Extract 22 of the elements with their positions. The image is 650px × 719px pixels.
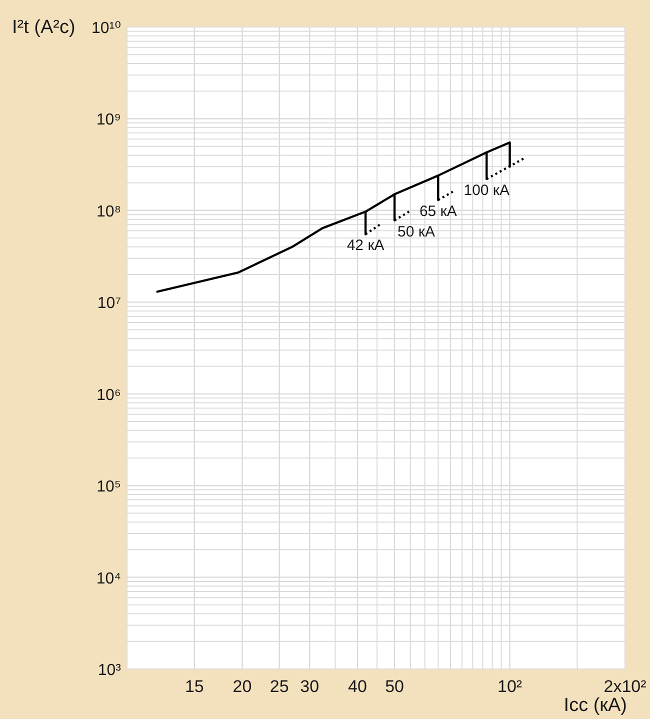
annotation: 100 кА: [464, 182, 510, 200]
annotation: 50 кА: [398, 223, 435, 240]
y-tick-label: 10⁴: [96, 570, 122, 588]
x-tick-label: 30: [300, 677, 320, 696]
x-tick-label: 10²: [497, 677, 522, 696]
y-tick-label: 10¹⁰: [91, 20, 121, 37]
y-tick-label: 10⁷: [97, 295, 122, 312]
x-axis-title: Icc (кА): [564, 695, 627, 716]
x-tick-label: 50: [385, 677, 404, 696]
x-tick-label: 25: [270, 677, 289, 696]
annotation: 42 кА: [346, 237, 384, 254]
x-tick-label: 2x10²: [604, 677, 647, 696]
annotation: 65 кА: [419, 202, 457, 220]
x-tick-label: 15: [184, 677, 204, 696]
x-tick-label: 40: [348, 677, 367, 696]
y-axis-title: I²t (А²с): [12, 17, 76, 38]
y-tick-label: 10⁸: [96, 203, 121, 220]
y-tick-label: 10³: [98, 662, 122, 679]
y-tick-label: 10⁵: [96, 478, 121, 496]
y-tick-label: 10⁹: [96, 112, 121, 129]
y-tick-label: 10⁶: [96, 386, 121, 404]
x-tick-label: 20: [232, 677, 252, 696]
